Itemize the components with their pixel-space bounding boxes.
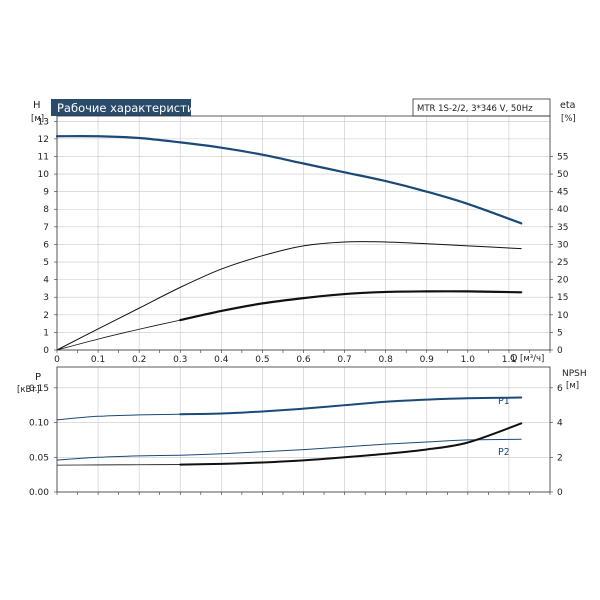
series-npsh-line bbox=[179, 422, 523, 466]
eta-tick-label: 50 bbox=[557, 170, 569, 180]
top-plot-frame bbox=[56, 115, 551, 351]
eta-tick-label: 40 bbox=[557, 205, 569, 215]
bottom-plot-frame bbox=[56, 366, 551, 493]
series-eta-line bbox=[56, 241, 522, 351]
series-p1-line bbox=[56, 413, 181, 421]
p-axis-label: P bbox=[35, 372, 41, 383]
series-eta-op-line bbox=[179, 290, 523, 322]
npsh-tick-label: 2 bbox=[557, 453, 563, 463]
h-axis-unit: [м] bbox=[31, 114, 44, 124]
h-tick-label: 12 bbox=[38, 135, 49, 145]
top-panel: Рабочие характеристики насоса MTR 1S-2/2… bbox=[31, 98, 576, 365]
series-eta-thin-line bbox=[56, 319, 181, 351]
h-tick-label: 1 bbox=[43, 328, 49, 338]
title-bar bbox=[51, 99, 191, 116]
p-tick-label: 0.15 bbox=[29, 384, 49, 394]
eta-tick-label: 25 bbox=[557, 258, 568, 268]
h-tick-label: 6 bbox=[43, 240, 49, 250]
x-tick-label: 1.1 bbox=[502, 355, 516, 365]
eta-tick-label: 15 bbox=[557, 293, 568, 303]
eta-tick-label: 30 bbox=[557, 240, 569, 250]
x-tick-label: 0.5 bbox=[255, 355, 269, 365]
npsh-axis-label: NPSH bbox=[562, 369, 587, 379]
npsh-tick-label: 0 bbox=[557, 488, 563, 498]
x-tick-label: 1.0 bbox=[461, 355, 476, 365]
chart-title: Рабочие характеристики насоса bbox=[57, 101, 254, 115]
h-tick-label: 10 bbox=[38, 170, 50, 180]
eta-tick-label: 10 bbox=[557, 311, 569, 321]
x-tick-label: 0.6 bbox=[296, 355, 311, 365]
x-tick-label: 0.4 bbox=[214, 355, 229, 365]
eta-tick-label: 45 bbox=[557, 188, 568, 198]
h-tick-label: 11 bbox=[38, 152, 49, 162]
p2-series-label: P2 bbox=[498, 447, 510, 458]
h-tick-label: 8 bbox=[43, 205, 49, 215]
h-tick-label: 9 bbox=[43, 188, 49, 198]
series-h-line bbox=[55, 135, 523, 225]
series-p1-op-line bbox=[179, 396, 523, 416]
npsh-axis-unit: [м] bbox=[566, 381, 579, 391]
eta-tick-label: 0 bbox=[557, 346, 563, 356]
p1-series-label: P1 bbox=[498, 396, 510, 407]
h-tick-label: 3 bbox=[43, 293, 49, 303]
x-tick-label: 0 bbox=[54, 355, 60, 365]
q-axis-label: Q bbox=[510, 353, 517, 364]
x-tick-label: 0.2 bbox=[132, 355, 146, 365]
h-tick-label: 13 bbox=[38, 117, 49, 127]
x-tick-label: 0.1 bbox=[91, 355, 105, 365]
series-npsh-thin-line bbox=[56, 464, 181, 466]
eta-tick-label: 5 bbox=[557, 328, 563, 338]
x-tick-label: 0.9 bbox=[420, 355, 435, 365]
npsh-tick-label: 6 bbox=[557, 384, 563, 394]
eta-tick-label: 55 bbox=[557, 152, 568, 162]
bottom-panel: P [кВт] NPSH [м] P1 P2 0.00 0.05 0.10 0.15 0… bbox=[17, 366, 587, 498]
h-tick-label: 2 bbox=[43, 311, 49, 321]
x-tick-label: 0.8 bbox=[379, 355, 394, 365]
model-label: MTR 1S-2/2, 3*346 V, 50Hz bbox=[417, 104, 533, 114]
x-tick-label: 0.7 bbox=[337, 355, 351, 365]
eta-axis-unit: [%] bbox=[561, 114, 576, 124]
h-axis-label: H bbox=[33, 100, 41, 111]
h-tick-label: 0 bbox=[43, 346, 49, 356]
x-tick-label: 0.3 bbox=[173, 355, 187, 365]
series-p2-line bbox=[56, 438, 522, 461]
h-tick-label: 7 bbox=[43, 223, 49, 233]
eta-tick-label: 20 bbox=[557, 276, 569, 286]
p-tick-label: 0.10 bbox=[29, 419, 49, 429]
h-tick-label: 4 bbox=[43, 276, 49, 286]
eta-axis-label: eta bbox=[560, 100, 575, 111]
p-tick-label: 0.00 bbox=[29, 488, 49, 498]
p-tick-label: 0.05 bbox=[29, 453, 49, 463]
q-axis-unit: [м³/ч] bbox=[520, 354, 544, 364]
h-tick-label: 5 bbox=[43, 258, 49, 268]
p-axis-unit: [кВт] bbox=[17, 385, 40, 395]
eta-tick-label: 35 bbox=[557, 223, 568, 233]
npsh-tick-label: 4 bbox=[557, 419, 563, 429]
